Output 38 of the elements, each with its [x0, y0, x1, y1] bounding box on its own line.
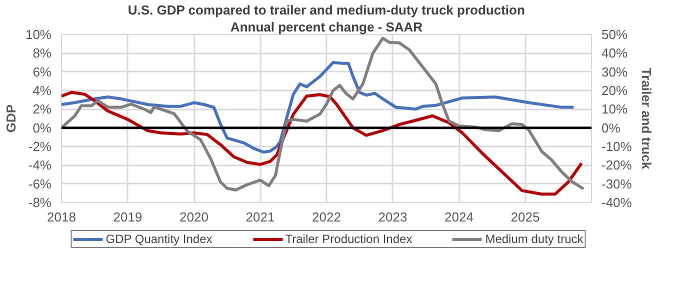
- y-tick-label: -8%: [28, 195, 52, 210]
- y2-tick-label: -30%: [602, 176, 632, 192]
- x-tick-label: 2024: [444, 210, 474, 224]
- x-tick-label: 2018: [47, 210, 76, 224]
- y2-tick-label: 0%: [602, 120, 621, 136]
- line-series: [62, 36, 586, 192]
- x-tick-label: 2020: [180, 210, 208, 224]
- y-tick-label: -4%: [28, 158, 52, 173]
- x-tick-label: 2022: [312, 210, 341, 224]
- y-tick-label: 4%: [32, 83, 52, 98]
- legend-label: Medium duty truck: [485, 232, 584, 246]
- line-series: [62, 61, 576, 154]
- y-tick-label: -2%: [28, 139, 52, 154]
- y2-tick-label: 50%: [602, 27, 628, 42]
- legend-label: Trailer Production Index: [285, 232, 412, 246]
- y2-tick-label: -20%: [602, 158, 632, 173]
- y2-axis-title: Trailer and truck: [638, 68, 654, 170]
- y-tick-label: 8%: [32, 46, 52, 61]
- y2-tick-label: 40%: [602, 46, 628, 61]
- chart-title: U.S. GDP compared to trailer and medium-duty truck production: [128, 2, 525, 18]
- y2-tick-label: 30%: [602, 64, 628, 80]
- x-tick-label: 2025: [510, 210, 540, 224]
- y-axis-title: GDP: [3, 104, 18, 133]
- y2-tick-label: 10%: [602, 102, 628, 117]
- line-series: [62, 90, 584, 196]
- x-tick-label: 2021: [246, 210, 275, 224]
- y-tick-label: 10%: [25, 27, 52, 42]
- y-tick-label: -6%: [28, 176, 52, 192]
- x-tick-label: 2023: [378, 210, 408, 224]
- y2-tick-label: -40%: [602, 195, 632, 210]
- chart-subtitle: Annual percent change - SAAR: [230, 20, 424, 34]
- y2-tick-label: -10%: [602, 139, 632, 154]
- x-tick-label: 2019: [113, 210, 142, 224]
- y-tick-label: 2%: [32, 102, 52, 117]
- legend-label: GDP Quantity Index: [106, 232, 212, 246]
- y2-tick-label: 20%: [602, 83, 628, 98]
- y-tick-label: 0%: [32, 120, 52, 136]
- y-tick-label: 6%: [32, 64, 52, 80]
